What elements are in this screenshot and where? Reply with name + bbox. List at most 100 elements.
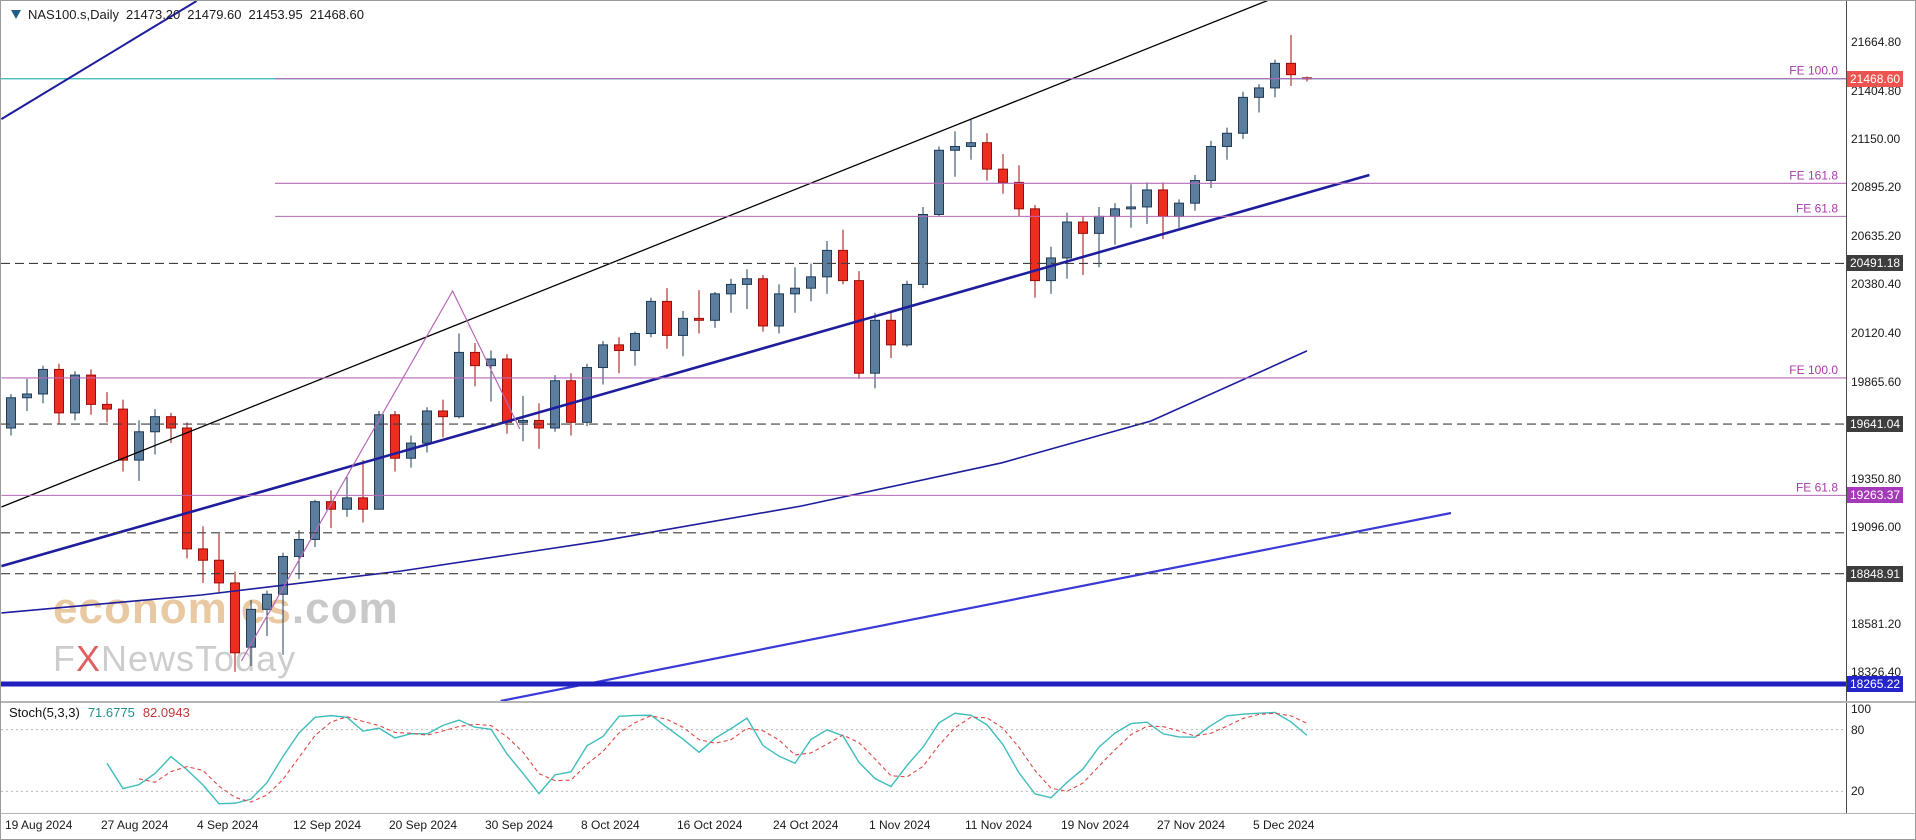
price-badge-blue: 18265.22 bbox=[1847, 675, 1904, 692]
bull-candle bbox=[262, 593, 272, 610]
date-tick-label: 1 Nov 2024 bbox=[869, 818, 931, 832]
lower-support-trendline[interactable] bbox=[500, 511, 1452, 701]
bear-candle bbox=[214, 559, 224, 584]
bear-candle bbox=[694, 317, 704, 321]
bear-candle bbox=[662, 300, 672, 336]
bear-candle bbox=[614, 344, 624, 352]
stochastic-label: Stoch(5,3,3) 71.6775 82.0943 bbox=[9, 705, 190, 720]
bull-candle bbox=[678, 317, 688, 336]
stochastic-scale-label: 100 bbox=[1851, 702, 1872, 716]
bull-candle bbox=[1094, 215, 1104, 234]
stochastic-scale-label: 20 bbox=[1851, 784, 1865, 799]
bear-candle bbox=[438, 410, 448, 418]
bear-candle bbox=[1014, 181, 1024, 210]
date-tick-label: 11 Nov 2024 bbox=[965, 818, 1033, 832]
date-tick-label: 19 Nov 2024 bbox=[1061, 818, 1130, 832]
bear-candle bbox=[230, 582, 240, 654]
bull-candle bbox=[1126, 206, 1136, 210]
stochastic-d-value: 82.0943 bbox=[142, 705, 190, 720]
panel-splitter[interactable] bbox=[1, 701, 1915, 703]
bull-candle bbox=[134, 431, 144, 461]
bear-candle bbox=[854, 280, 864, 374]
bear-candle bbox=[470, 351, 480, 367]
steep-trendline[interactable] bbox=[1, 1, 198, 120]
bull-candle bbox=[1254, 87, 1264, 98]
symbol-timeframe-label: NAS100.s,Daily bbox=[28, 7, 120, 22]
bull-candle bbox=[1206, 145, 1216, 181]
bull-candle bbox=[726, 283, 736, 295]
date-tick-label: 16 Oct 2024 bbox=[677, 818, 743, 832]
fib-level-label: FE 100.0 bbox=[1789, 64, 1838, 78]
bull-candle bbox=[806, 276, 816, 289]
quote-high: 21479.60 bbox=[187, 7, 242, 22]
bear-candle bbox=[1158, 189, 1168, 217]
watermark-subbrand: FXNewsToday bbox=[53, 638, 297, 680]
bull-candle bbox=[1110, 208, 1120, 217]
fibonacci-anchor-zigzag[interactable] bbox=[240, 289, 521, 662]
bull-candle bbox=[38, 368, 48, 395]
price-axis-label: 18326.40 bbox=[1851, 665, 1902, 680]
bull-candle bbox=[934, 149, 944, 215]
bear-candle bbox=[86, 374, 96, 405]
price-axis-label: 20120.40 bbox=[1851, 326, 1902, 341]
bear-candle bbox=[998, 168, 1008, 183]
bull-candle bbox=[1270, 62, 1280, 89]
price-axis[interactable]: 21664.80 21404.80 21150.00 20895.20 20635.20… bbox=[1847, 1, 1915, 813]
date-tick-label: 27 Aug 2024 bbox=[101, 818, 169, 832]
price-badge-dark: 19641.04 bbox=[1847, 416, 1904, 432]
bull-candle bbox=[518, 419, 528, 423]
bear-candle bbox=[758, 278, 768, 327]
bull-candle bbox=[6, 397, 16, 429]
date-tick-label: 8 Oct 2024 bbox=[581, 818, 640, 832]
watermark: economies.com FXNewsToday bbox=[53, 585, 399, 680]
bear-candle bbox=[102, 403, 112, 410]
main-uptrend-line[interactable] bbox=[1, 173, 1370, 568]
bull-candle bbox=[550, 380, 560, 429]
price-chart-canvas[interactable]: FE 100.0 FE 161.8 FE 61.8 FE 100.0 FE 61.8 bbox=[1, 1, 1846, 701]
bull-candle bbox=[310, 501, 320, 540]
time-axis[interactable]: 19 Aug 2024 27 Aug 2024 4 Sep 2024 12 Sep 2… bbox=[1, 814, 1915, 839]
quote-open: 21473.20 bbox=[126, 7, 181, 22]
date-tick-label: 4 Sep 2024 bbox=[197, 818, 259, 832]
bear-candle bbox=[358, 497, 368, 510]
bear-candle bbox=[326, 501, 336, 510]
bear-candle bbox=[166, 416, 176, 429]
bull-candle bbox=[422, 410, 432, 444]
moving-average-line bbox=[1, 350, 1308, 614]
price-axis-label: 20895.20 bbox=[1851, 180, 1902, 195]
bull-candle bbox=[598, 344, 608, 369]
price-axis-label: 19096.00 bbox=[1851, 519, 1902, 534]
price-badge-dark: 18848.91 bbox=[1847, 565, 1904, 582]
bull-candle bbox=[22, 393, 32, 399]
bull-candle bbox=[1222, 132, 1232, 147]
date-tick-label: 24 Oct 2024 bbox=[773, 818, 839, 832]
stochastic-canvas[interactable] bbox=[1, 703, 1846, 813]
bear-candle bbox=[118, 408, 128, 461]
bull-candle bbox=[710, 293, 720, 321]
time-axis-separator bbox=[1, 813, 1915, 814]
bear-candle bbox=[886, 319, 896, 346]
price-axis-label: 19865.60 bbox=[1851, 374, 1902, 389]
bull-candle bbox=[70, 374, 80, 414]
stochastic-scale-label: 80 bbox=[1851, 722, 1865, 737]
bull-candle bbox=[294, 538, 304, 557]
bull-candle bbox=[918, 213, 928, 285]
price-axis-label: 20635.20 bbox=[1851, 229, 1902, 244]
price-axis-label: 19350.80 bbox=[1851, 471, 1902, 486]
quote-low: 21453.95 bbox=[248, 7, 303, 22]
fib-level-label: FE 161.8 bbox=[1789, 168, 1838, 182]
stochastic-k-value: 71.6775 bbox=[87, 705, 135, 720]
bull-candle bbox=[454, 351, 464, 418]
bear-candle bbox=[838, 249, 848, 282]
bear-candle bbox=[390, 414, 400, 459]
date-tick-label: 12 Sep 2024 bbox=[293, 818, 362, 832]
bear-candle bbox=[1286, 62, 1296, 76]
bull-candle bbox=[1238, 96, 1248, 134]
bear-candle bbox=[1078, 221, 1088, 234]
bull-candle bbox=[1062, 221, 1072, 259]
bull-candle bbox=[950, 145, 960, 151]
bear-candle bbox=[198, 548, 208, 561]
date-tick-label: 27 Nov 2024 bbox=[1157, 818, 1226, 832]
bull-candle bbox=[1190, 179, 1200, 204]
